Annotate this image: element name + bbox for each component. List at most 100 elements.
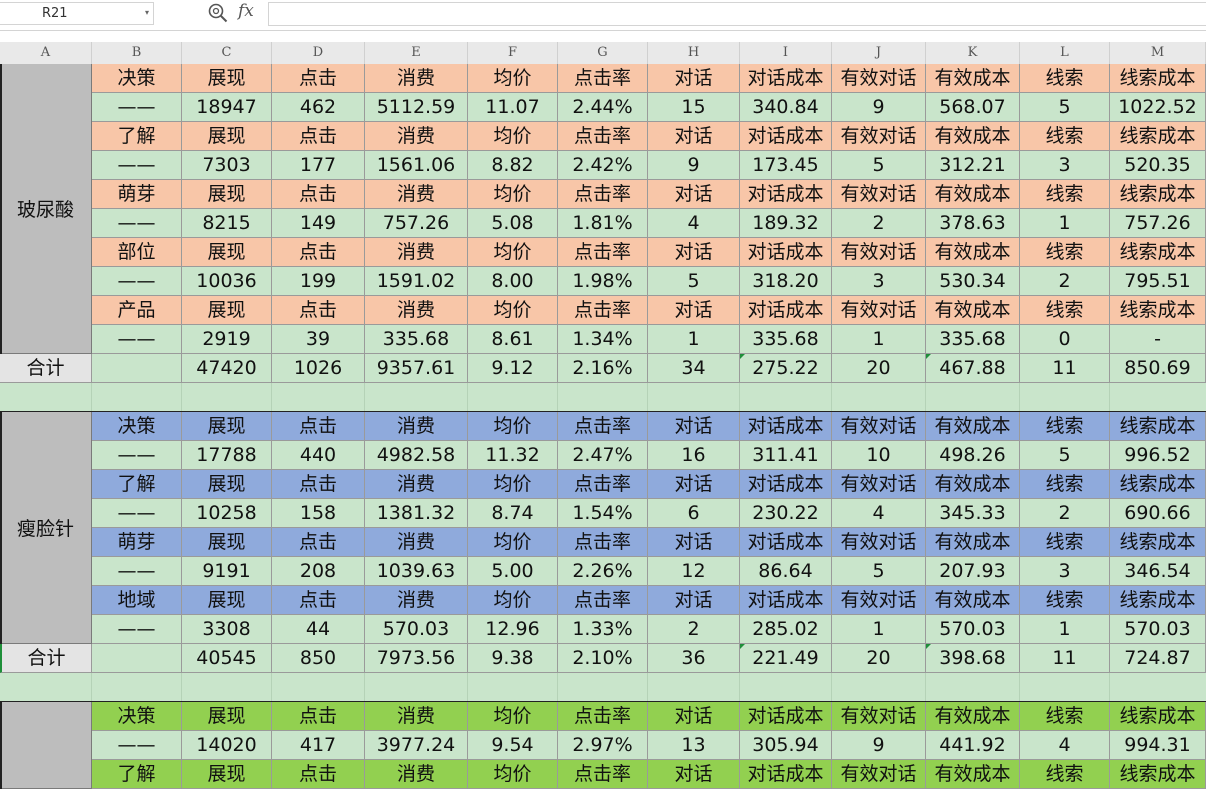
metric-header[interactable]: 对话成本	[740, 180, 832, 209]
metric-header[interactable]: 有效对话	[832, 122, 926, 151]
column-header-d[interactable]: D	[272, 42, 365, 64]
total-cell[interactable]: 850.69	[1110, 354, 1206, 383]
total-cell[interactable]: 36	[648, 644, 740, 673]
metric-header[interactable]: 对话成本	[740, 296, 832, 325]
metric-header[interactable]: 线索	[1020, 470, 1110, 499]
value-cell[interactable]: 5	[1020, 93, 1110, 122]
metric-header[interactable]: 有效对话	[832, 528, 926, 557]
metric-header[interactable]: 均价	[468, 238, 558, 267]
column-header-i[interactable]: I	[740, 42, 832, 64]
value-cell[interactable]: 5	[1020, 441, 1110, 470]
metric-header[interactable]: 有效成本	[926, 528, 1020, 557]
value-cell[interactable]: 1561.06	[365, 151, 468, 180]
value-cell[interactable]: 158	[272, 499, 365, 528]
metric-header[interactable]: 消费	[365, 238, 468, 267]
value-cell[interactable]: 9.54	[468, 731, 558, 760]
value-cell[interactable]: 1	[832, 325, 926, 354]
value-cell[interactable]: 3308	[182, 615, 272, 644]
dash-cell[interactable]: ——	[92, 151, 182, 180]
value-cell[interactable]: 5112.59	[365, 93, 468, 122]
metric-header[interactable]: 线索成本	[1110, 586, 1206, 615]
column-header-e[interactable]: E	[365, 42, 468, 64]
metric-header[interactable]: 消费	[365, 180, 468, 209]
value-cell[interactable]: 3	[1020, 557, 1110, 586]
value-cell[interactable]: 311.41	[740, 441, 832, 470]
dash-cell[interactable]: ——	[92, 93, 182, 122]
value-cell[interactable]: 44	[272, 615, 365, 644]
metric-header[interactable]: 线索成本	[1110, 412, 1206, 441]
value-cell[interactable]: 441.92	[926, 731, 1020, 760]
value-cell[interactable]: 570.03	[365, 615, 468, 644]
column-header-h[interactable]: H	[648, 42, 740, 64]
value-cell[interactable]: 2	[648, 615, 740, 644]
metric-header[interactable]: 有效成本	[926, 238, 1020, 267]
value-cell[interactable]: 173.45	[740, 151, 832, 180]
total-cell[interactable]: 467.88	[926, 354, 1020, 383]
value-cell[interactable]: 690.66	[1110, 499, 1206, 528]
value-cell[interactable]: 10	[832, 441, 926, 470]
value-cell[interactable]: 570.03	[926, 615, 1020, 644]
total-cell[interactable]: 34	[648, 354, 740, 383]
metric-header[interactable]: 消费	[365, 760, 468, 789]
block-label[interactable]: 产品	[92, 296, 182, 325]
value-cell[interactable]: 498.26	[926, 441, 1020, 470]
block-label[interactable]: 决策	[92, 412, 182, 441]
metric-header[interactable]: 均价	[468, 180, 558, 209]
dash-cell[interactable]: ——	[92, 325, 182, 354]
metric-header[interactable]: 均价	[468, 470, 558, 499]
metric-header[interactable]: 消费	[365, 122, 468, 151]
column-header-c[interactable]: C	[182, 42, 272, 64]
metric-header[interactable]: 有效成本	[926, 470, 1020, 499]
value-cell[interactable]: 2.42%	[558, 151, 648, 180]
metric-header[interactable]: 对话成本	[740, 238, 832, 267]
value-cell[interactable]: 1.81%	[558, 209, 648, 238]
metric-header[interactable]: 线索	[1020, 122, 1110, 151]
value-cell[interactable]: 530.34	[926, 267, 1020, 296]
value-cell[interactable]: 9	[832, 93, 926, 122]
metric-header[interactable]: 点击	[272, 64, 365, 93]
metric-header[interactable]: 点击率	[558, 64, 648, 93]
metric-header[interactable]: 对话	[648, 296, 740, 325]
block-label[interactable]: 了解	[92, 122, 182, 151]
metric-header[interactable]: 点击率	[558, 528, 648, 557]
block-label[interactable]: 决策	[92, 702, 182, 731]
value-cell[interactable]: 3	[1020, 151, 1110, 180]
value-cell[interactable]: 177	[272, 151, 365, 180]
metric-header[interactable]: 线索成本	[1110, 470, 1206, 499]
metric-header[interactable]: 展现	[182, 122, 272, 151]
value-cell[interactable]: 5.00	[468, 557, 558, 586]
metric-header[interactable]: 均价	[468, 702, 558, 731]
block-label[interactable]: 萌芽	[92, 528, 182, 557]
total-cell[interactable]: 47420	[182, 354, 272, 383]
metric-header[interactable]: 展现	[182, 64, 272, 93]
value-cell[interactable]: 2.47%	[558, 441, 648, 470]
value-cell[interactable]: 2	[832, 209, 926, 238]
metric-header[interactable]: 线索	[1020, 64, 1110, 93]
metric-header[interactable]: 均价	[468, 528, 558, 557]
total-cell[interactable]: 7973.56	[365, 644, 468, 673]
value-cell[interactable]: 757.26	[1110, 209, 1206, 238]
metric-header[interactable]: 展现	[182, 412, 272, 441]
metric-header[interactable]: 有效对话	[832, 586, 926, 615]
total-cell[interactable]: 275.22	[740, 354, 832, 383]
zoom-icon[interactable]	[207, 2, 229, 24]
value-cell[interactable]: 10258	[182, 499, 272, 528]
total-cell[interactable]: 221.49	[740, 644, 832, 673]
metric-header[interactable]: 均价	[468, 122, 558, 151]
value-cell[interactable]: 13	[648, 731, 740, 760]
value-cell[interactable]: 340.84	[740, 93, 832, 122]
metric-header[interactable]: 对话	[648, 702, 740, 731]
value-cell[interactable]: 345.33	[926, 499, 1020, 528]
value-cell[interactable]: 795.51	[1110, 267, 1206, 296]
value-cell[interactable]: 9	[648, 151, 740, 180]
metric-header[interactable]: 有效成本	[926, 760, 1020, 789]
value-cell[interactable]: 994.31	[1110, 731, 1206, 760]
value-cell[interactable]: 3	[832, 267, 926, 296]
column-header-l[interactable]: L	[1020, 42, 1110, 64]
metric-header[interactable]: 点击率	[558, 180, 648, 209]
metric-header[interactable]: 对话成本	[740, 528, 832, 557]
value-cell[interactable]: 4	[648, 209, 740, 238]
value-cell[interactable]: 1	[832, 615, 926, 644]
metric-header[interactable]: 消费	[365, 296, 468, 325]
value-cell[interactable]: 312.21	[926, 151, 1020, 180]
